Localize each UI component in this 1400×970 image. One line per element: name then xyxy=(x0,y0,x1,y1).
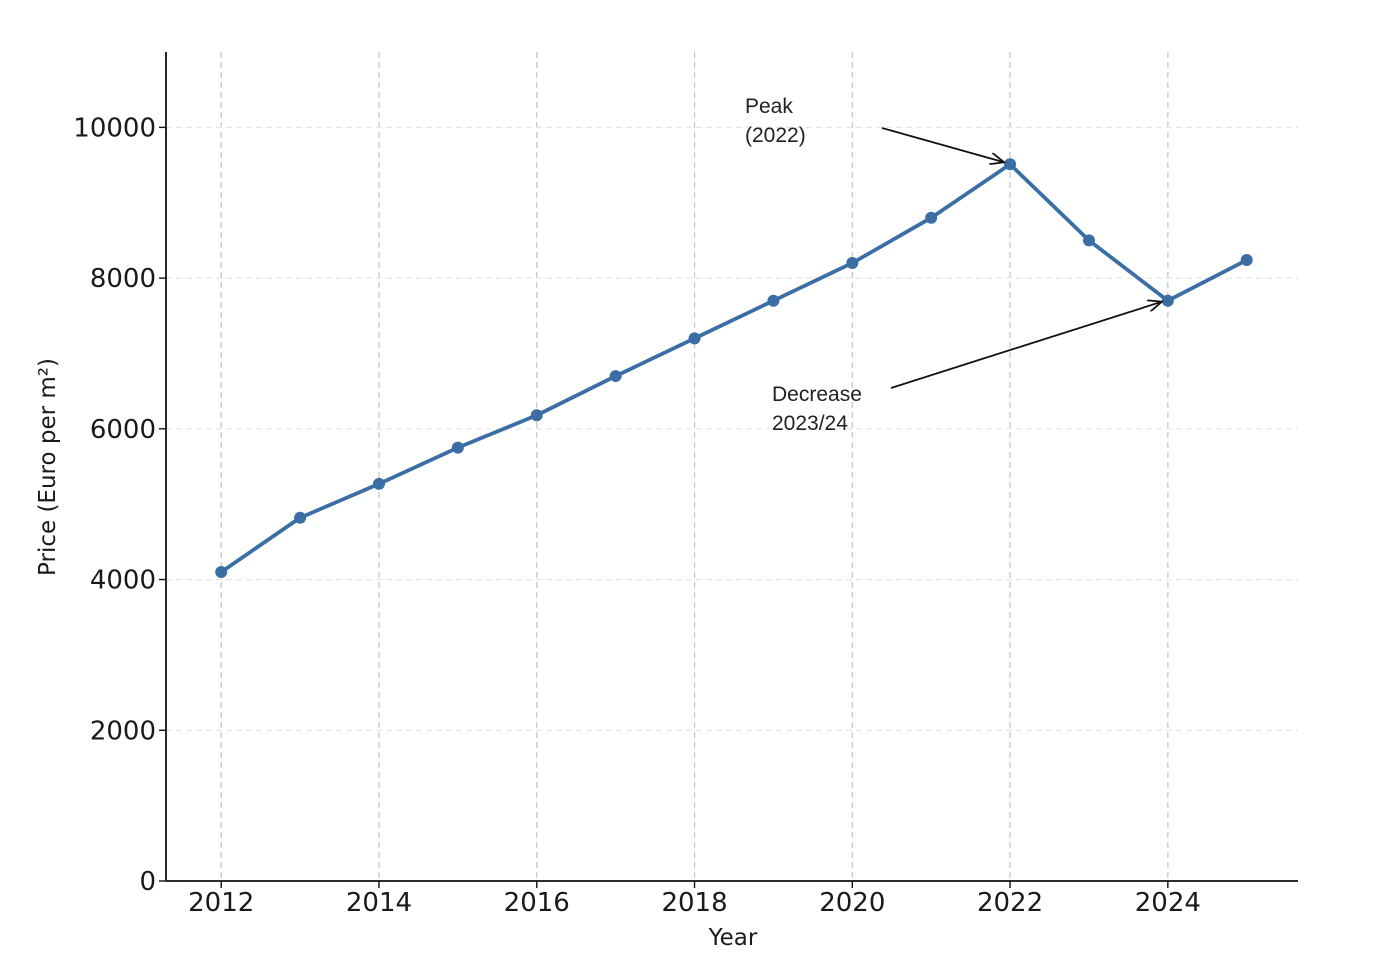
data-point-2019 xyxy=(767,294,780,307)
data-point-2025 xyxy=(1240,254,1253,267)
y-tick-label: 10000 xyxy=(73,113,156,143)
x-tick-label: 2024 xyxy=(1135,888,1201,918)
data-point-2020 xyxy=(846,257,859,270)
x-tick-label: 2012 xyxy=(188,888,254,918)
data-point-2018 xyxy=(688,332,701,345)
data-point-2016 xyxy=(530,409,543,422)
data-point-2015 xyxy=(451,441,464,454)
annotation-arrow xyxy=(881,127,1004,162)
y-tick-label: 6000 xyxy=(90,415,156,445)
x-tick-label: 2022 xyxy=(977,888,1043,918)
data-point-2013 xyxy=(294,511,307,524)
y-tick-label: 4000 xyxy=(90,566,156,596)
y-tick-label: 0 xyxy=(139,867,156,897)
annotation-arrow xyxy=(890,302,1162,389)
annotation-text: (2022) xyxy=(745,124,806,147)
grid xyxy=(166,52,1298,881)
y-axis-title: Price (Euro per m²) xyxy=(35,358,61,576)
x-tick-label: 2016 xyxy=(504,888,570,918)
data-point-2014 xyxy=(372,477,385,490)
data-point-2022 xyxy=(1004,158,1017,171)
x-axis-title: Year xyxy=(708,925,758,951)
series-line xyxy=(220,162,1248,574)
y-tick-label: 2000 xyxy=(90,716,156,746)
data-point-2023 xyxy=(1082,234,1095,247)
annotation-text: 2023/24 xyxy=(772,412,848,435)
tick-labels: 2012 2014 2016 2018 2020 2022 2024 0 2000 4000 600… xyxy=(73,113,1201,918)
y-tick-label: 8000 xyxy=(90,264,156,294)
data-point-2012 xyxy=(215,566,228,579)
annotations: Peak (2022) Decrease 2023/24 xyxy=(745,95,1162,435)
data-point-2024 xyxy=(1161,294,1174,307)
series xyxy=(215,158,1253,579)
axes xyxy=(159,52,1298,888)
data-point-2021 xyxy=(925,211,938,224)
annotation-text: Peak xyxy=(745,95,793,118)
x-tick-label: 2014 xyxy=(346,888,412,918)
x-tick-label: 2018 xyxy=(661,888,727,918)
x-tick-label: 2020 xyxy=(819,888,885,918)
annotation-text: Decrease xyxy=(772,383,862,406)
data-point-2017 xyxy=(609,370,622,383)
